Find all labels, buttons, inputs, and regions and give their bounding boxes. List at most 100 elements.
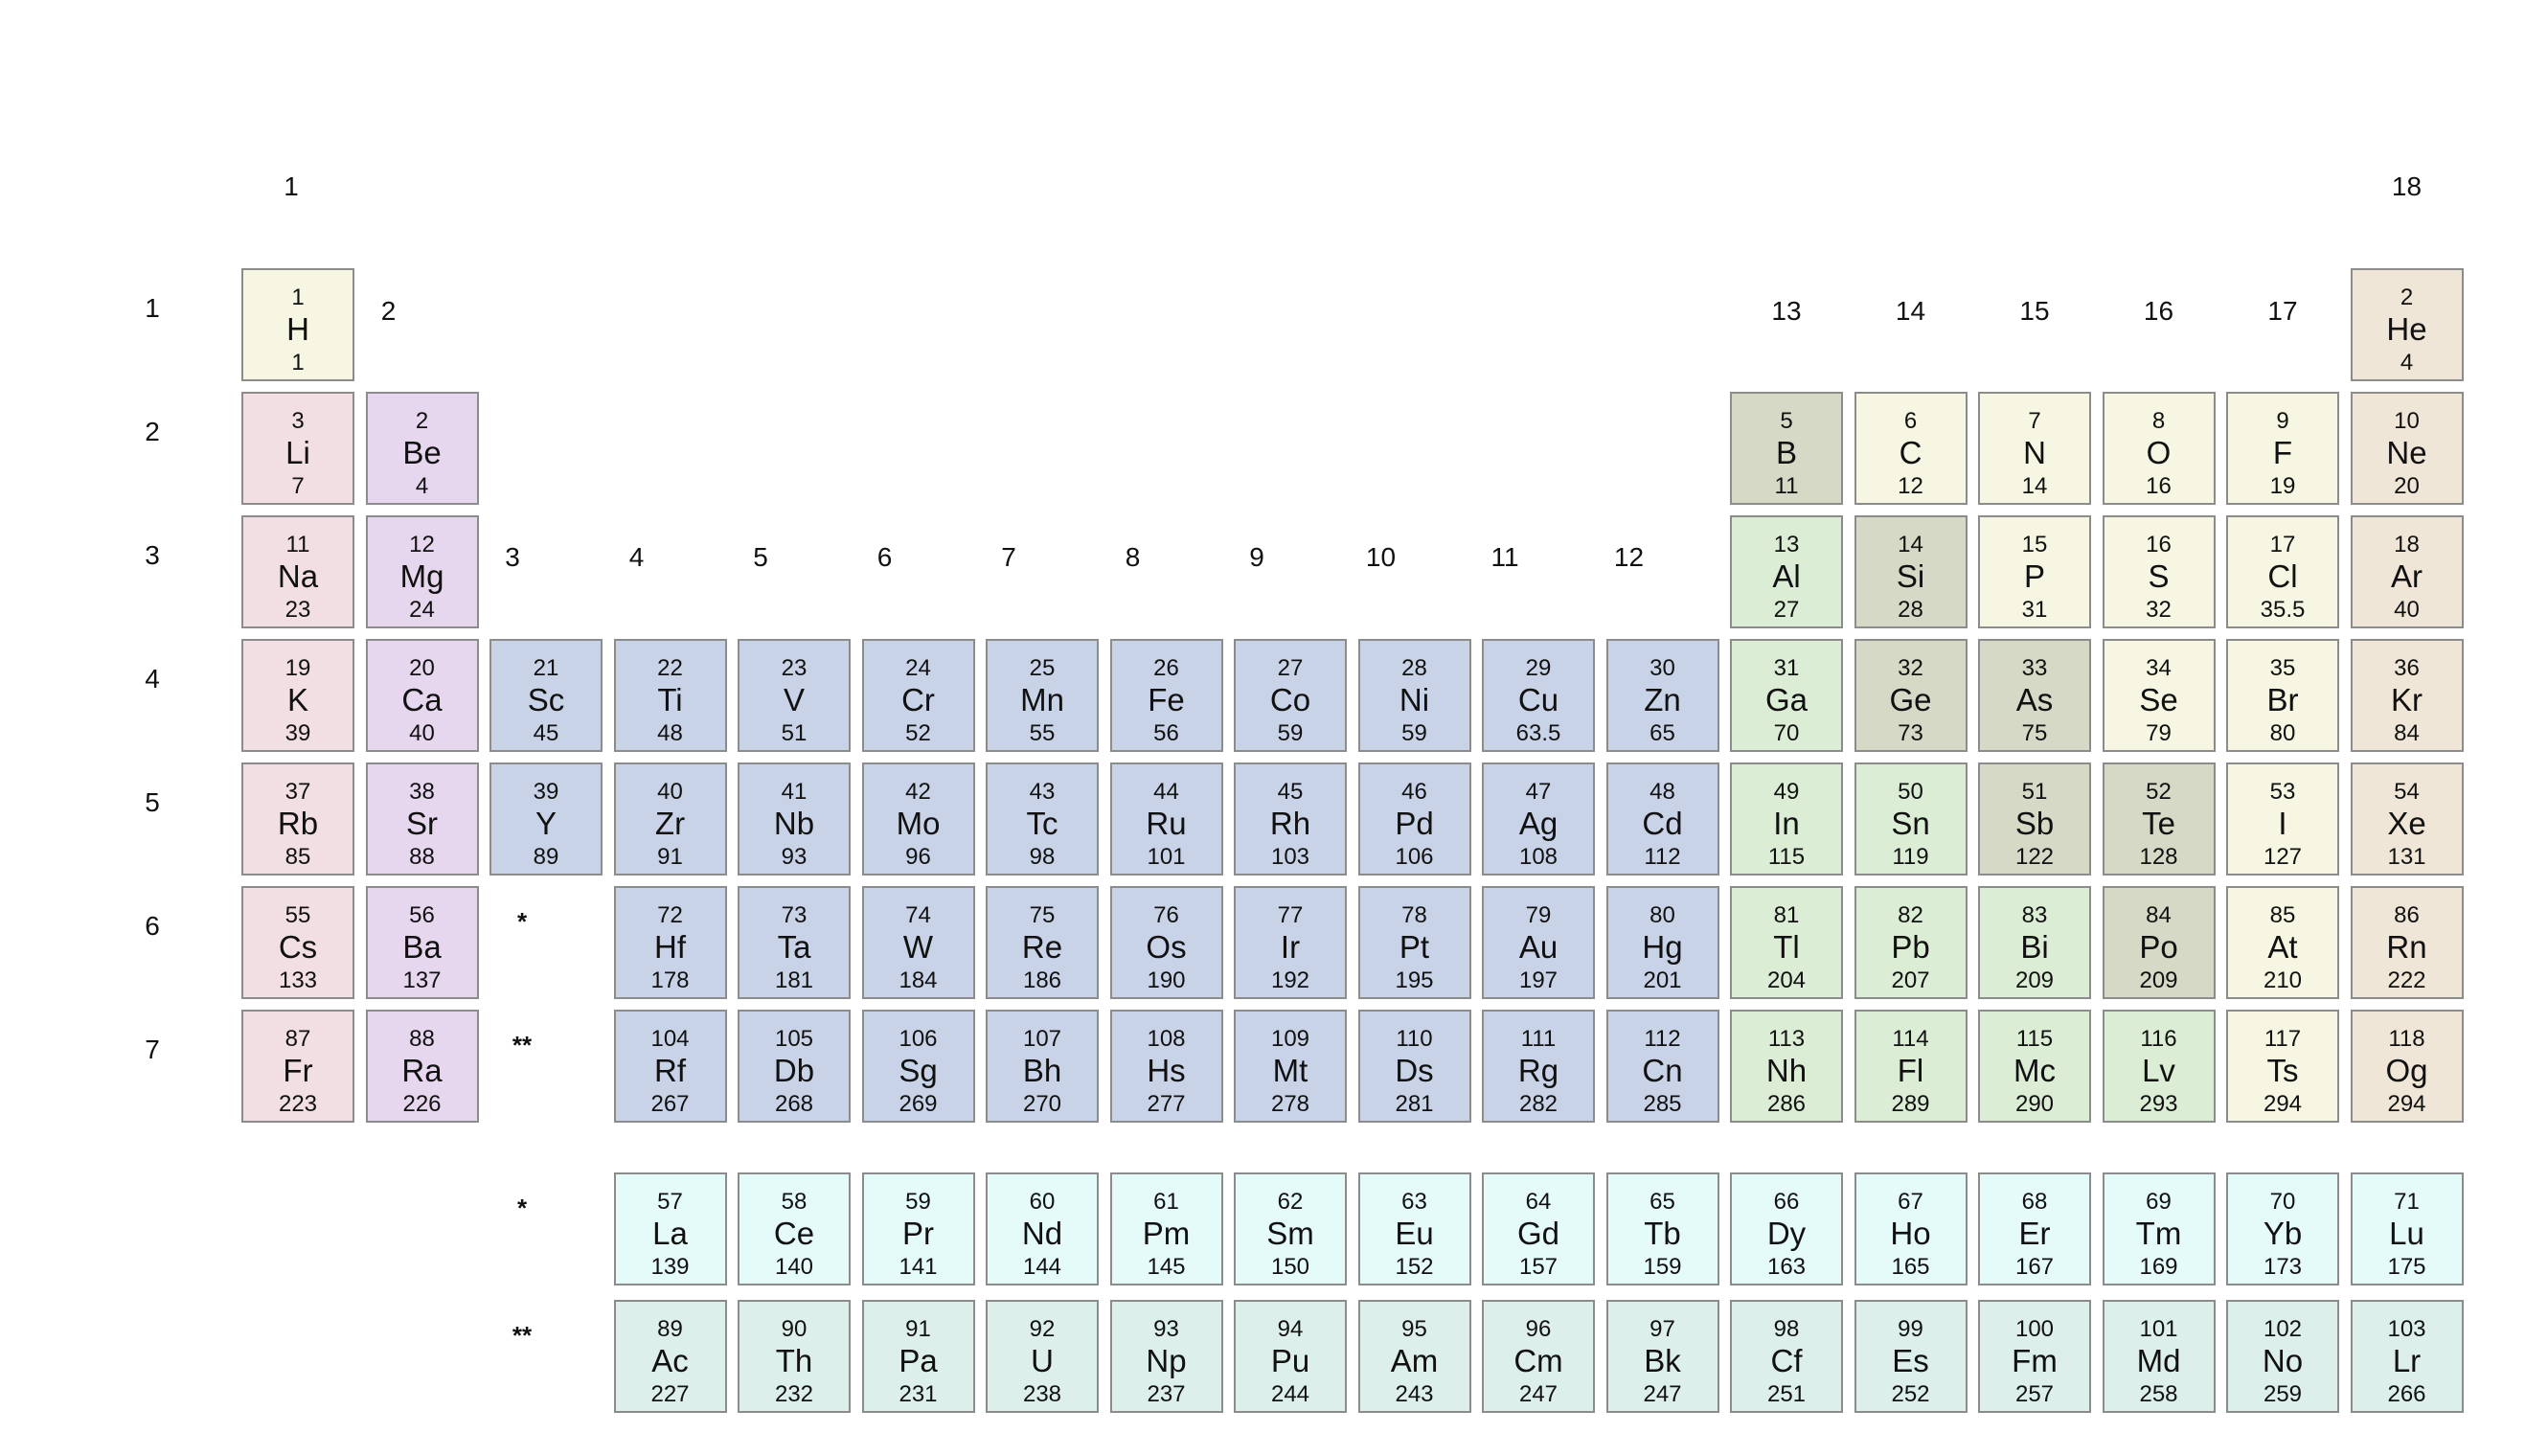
element-u[interactable]: 92 U 238 — [986, 1300, 1099, 1413]
element-br[interactable]: 35 Br 80 — [2226, 639, 2339, 752]
element-as[interactable]: 33 As 75 — [1978, 639, 2091, 752]
element-v[interactable]: 23 V 51 — [738, 639, 851, 752]
element-tb[interactable]: 65 Tb 159 — [1605, 1172, 1719, 1285]
element-pd[interactable]: 46 Pd 106 — [1357, 762, 1471, 876]
element-ga[interactable]: 31 Ga 70 — [1730, 639, 1843, 752]
element-ti[interactable]: 22 Ti 48 — [613, 639, 727, 752]
element-sb[interactable]: 51 Sb 122 — [1978, 762, 2091, 876]
element-cd[interactable]: 48 Cd 112 — [1605, 762, 1719, 876]
element-fm[interactable]: 100 Fm 257 — [1978, 1300, 2091, 1413]
element-np[interactable]: 93 Np 237 — [1109, 1300, 1223, 1413]
element-lu[interactable]: 71 Lu 175 — [2350, 1172, 2464, 1285]
element-tm[interactable]: 69 Tm 169 — [2102, 1172, 2216, 1285]
element-bk[interactable]: 97 Bk 247 — [1605, 1300, 1719, 1413]
element-cr[interactable]: 24 Cr 52 — [861, 639, 975, 752]
element-hs[interactable]: 108 Hs 277 — [1109, 1010, 1223, 1123]
element-b[interactable]: 5 B 11 — [1730, 392, 1843, 505]
element-es[interactable]: 99 Es 252 — [1854, 1300, 1968, 1413]
element-ce[interactable]: 58 Ce 140 — [738, 1172, 851, 1285]
element-na[interactable]: 11 Na 23 — [241, 515, 354, 628]
element-nb[interactable]: 41 Nb 93 — [738, 762, 851, 876]
element-pr[interactable]: 59 Pr 141 — [861, 1172, 975, 1285]
element-lv[interactable]: 116 Lv 293 — [2102, 1010, 2216, 1123]
element-la[interactable]: 57 La 139 — [613, 1172, 727, 1285]
element-at[interactable]: 85 At 210 — [2226, 886, 2339, 999]
element-be[interactable]: 2 Be 4 — [365, 392, 479, 505]
element-pa[interactable]: 91 Pa 231 — [861, 1300, 975, 1413]
element-al[interactable]: 13 Al 27 — [1730, 515, 1843, 628]
element-po[interactable]: 84 Po 209 — [2102, 886, 2216, 999]
element-tc[interactable]: 43 Tc 98 — [986, 762, 1099, 876]
element-s[interactable]: 16 S 32 — [2102, 515, 2216, 628]
element-yb[interactable]: 70 Yb 173 — [2226, 1172, 2339, 1285]
element-c[interactable]: 6 C 12 — [1854, 392, 1968, 505]
element-eu[interactable]: 63 Eu 152 — [1357, 1172, 1471, 1285]
element-li[interactable]: 3 Li 7 — [241, 392, 354, 505]
element-fe[interactable]: 26 Fe 56 — [1109, 639, 1223, 752]
element-rh[interactable]: 45 Rh 103 — [1234, 762, 1347, 876]
element-gd[interactable]: 64 Gd 157 — [1482, 1172, 1595, 1285]
element-te[interactable]: 52 Te 128 — [2102, 762, 2216, 876]
element-re[interactable]: 75 Re 186 — [986, 886, 1099, 999]
element-md[interactable]: 101 Md 258 — [2102, 1300, 2216, 1413]
element-ne[interactable]: 10 Ne 20 — [2350, 392, 2464, 505]
element-ag[interactable]: 47 Ag 108 — [1482, 762, 1595, 876]
element-og[interactable]: 118 Og 294 — [2350, 1010, 2464, 1123]
element-ds[interactable]: 110 Ds 281 — [1357, 1010, 1471, 1123]
element-kr[interactable]: 36 Kr 84 — [2350, 639, 2464, 752]
element-cl[interactable]: 17 Cl 35.5 — [2226, 515, 2339, 628]
element-nd[interactable]: 60 Nd 144 — [986, 1172, 1099, 1285]
element-ta[interactable]: 73 Ta 181 — [738, 886, 851, 999]
element-mo[interactable]: 42 Mo 96 — [861, 762, 975, 876]
element-y[interactable]: 39 Y 89 — [489, 762, 603, 876]
element-th[interactable]: 90 Th 232 — [738, 1300, 851, 1413]
element-ho[interactable]: 67 Ho 165 — [1854, 1172, 1968, 1285]
element-he[interactable]: 2 He 4 — [2350, 268, 2464, 381]
element-rf[interactable]: 104 Rf 267 — [613, 1010, 727, 1123]
element-se[interactable]: 34 Se 79 — [2102, 639, 2216, 752]
element-ni[interactable]: 28 Ni 59 — [1357, 639, 1471, 752]
element-rb[interactable]: 37 Rb 85 — [241, 762, 354, 876]
element-ts[interactable]: 117 Ts 294 — [2226, 1010, 2339, 1123]
element-in[interactable]: 49 In 115 — [1730, 762, 1843, 876]
element-sr[interactable]: 38 Sr 88 — [365, 762, 479, 876]
element-o[interactable]: 8 O 16 — [2102, 392, 2216, 505]
element-no[interactable]: 102 No 259 — [2226, 1300, 2339, 1413]
element-n[interactable]: 7 N 14 — [1978, 392, 2091, 505]
element-dy[interactable]: 66 Dy 163 — [1730, 1172, 1843, 1285]
element-bi[interactable]: 83 Bi 209 — [1978, 886, 2091, 999]
element-hg[interactable]: 80 Hg 201 — [1605, 886, 1719, 999]
element-mc[interactable]: 115 Mc 290 — [1978, 1010, 2091, 1123]
element-db[interactable]: 105 Db 268 — [738, 1010, 851, 1123]
element-cm[interactable]: 96 Cm 247 — [1482, 1300, 1595, 1413]
element-ba[interactable]: 56 Ba 137 — [365, 886, 479, 999]
element-k[interactable]: 19 K 39 — [241, 639, 354, 752]
element-nh[interactable]: 113 Nh 286 — [1730, 1010, 1843, 1123]
element-ru[interactable]: 44 Ru 101 — [1109, 762, 1223, 876]
element-ir[interactable]: 77 Ir 192 — [1234, 886, 1347, 999]
element-os[interactable]: 76 Os 190 — [1109, 886, 1223, 999]
element-cu[interactable]: 29 Cu 63.5 — [1482, 639, 1595, 752]
element-mn[interactable]: 25 Mn 55 — [986, 639, 1099, 752]
element-xe[interactable]: 54 Xe 131 — [2350, 762, 2464, 876]
element-rg[interactable]: 111 Rg 282 — [1482, 1010, 1595, 1123]
element-sg[interactable]: 106 Sg 269 — [861, 1010, 975, 1123]
element-ge[interactable]: 32 Ge 73 — [1854, 639, 1968, 752]
element-zn[interactable]: 30 Zn 65 — [1605, 639, 1719, 752]
element-rn[interactable]: 86 Rn 222 — [2350, 886, 2464, 999]
element-ra[interactable]: 88 Ra 226 — [365, 1010, 479, 1123]
element-pm[interactable]: 61 Pm 145 — [1109, 1172, 1223, 1285]
element-mg[interactable]: 12 Mg 24 — [365, 515, 479, 628]
element-si[interactable]: 14 Si 28 — [1854, 515, 1968, 628]
element-f[interactable]: 9 F 19 — [2226, 392, 2339, 505]
element-er[interactable]: 68 Er 167 — [1978, 1172, 2091, 1285]
element-co[interactable]: 27 Co 59 — [1234, 639, 1347, 752]
element-cf[interactable]: 98 Cf 251 — [1730, 1300, 1843, 1413]
element-au[interactable]: 79 Au 197 — [1482, 886, 1595, 999]
element-pt[interactable]: 78 Pt 195 — [1357, 886, 1471, 999]
element-zr[interactable]: 40 Zr 91 — [613, 762, 727, 876]
element-sn[interactable]: 50 Sn 119 — [1854, 762, 1968, 876]
element-hf[interactable]: 72 Hf 178 — [613, 886, 727, 999]
element-sm[interactable]: 62 Sm 150 — [1234, 1172, 1347, 1285]
